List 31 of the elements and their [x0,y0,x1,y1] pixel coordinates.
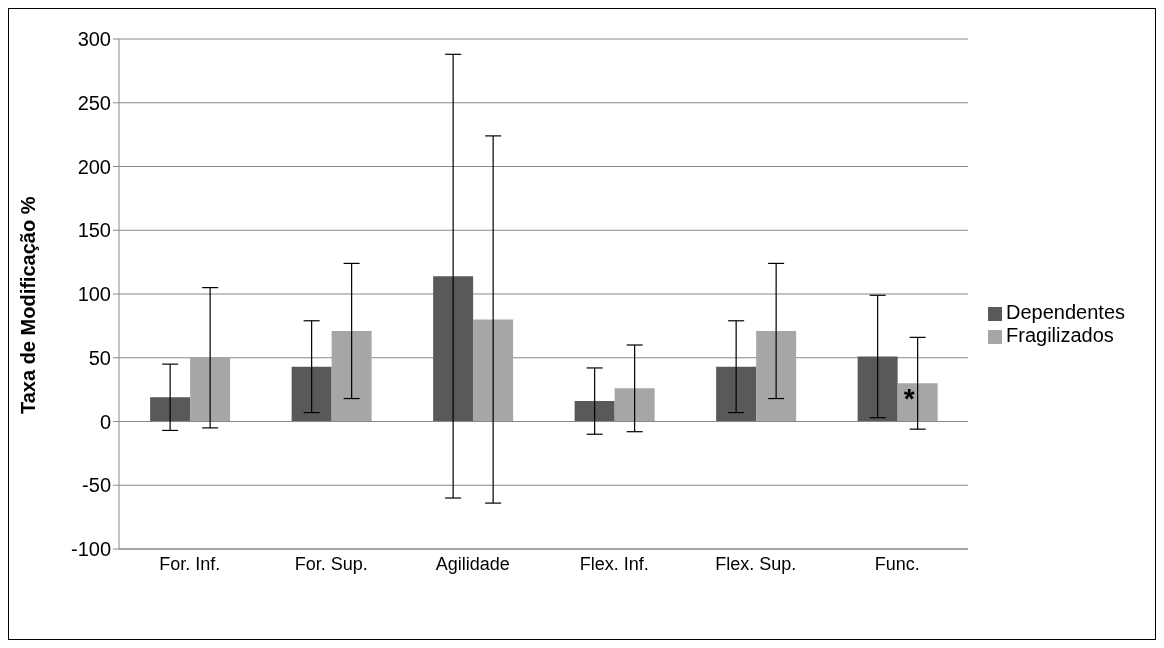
x-tick-label: Flex. Inf. [579,553,649,574]
x-tick-label: For. Inf. [159,553,221,574]
bar [433,276,474,422]
bar [331,330,372,422]
y-tick-label: 200 [77,155,111,178]
bar [574,401,615,422]
y-axis-title: Taxa de Modificação % [17,196,40,414]
x-tick-label: Func. [874,553,920,574]
y-tick-label: -100 [70,538,111,561]
x-tick-label: Flex. Sup. [715,553,797,574]
bar [150,397,191,422]
y-tick-label: 250 [77,91,111,114]
x-tick-label: For. Sup. [294,553,368,574]
y-tick-label: 150 [77,219,111,242]
bar [190,357,231,422]
bar [897,383,938,422]
legend-label: Dependentes [1006,301,1125,323]
y-tick-label: 50 [88,346,111,369]
y-tick-label: -50 [82,474,111,497]
annotation: * [903,383,915,414]
x-tick-label: Agilidade [435,553,510,574]
bar [614,388,655,422]
legend-label: Fragilizados [1006,324,1114,346]
y-tick-label: 0 [99,410,111,433]
y-tick-label: 100 [77,283,111,306]
bar [291,366,332,422]
bar [756,330,797,422]
y-tick-label: 300 [77,28,111,51]
bar [716,366,757,422]
bar [473,319,514,422]
bar [857,356,898,422]
